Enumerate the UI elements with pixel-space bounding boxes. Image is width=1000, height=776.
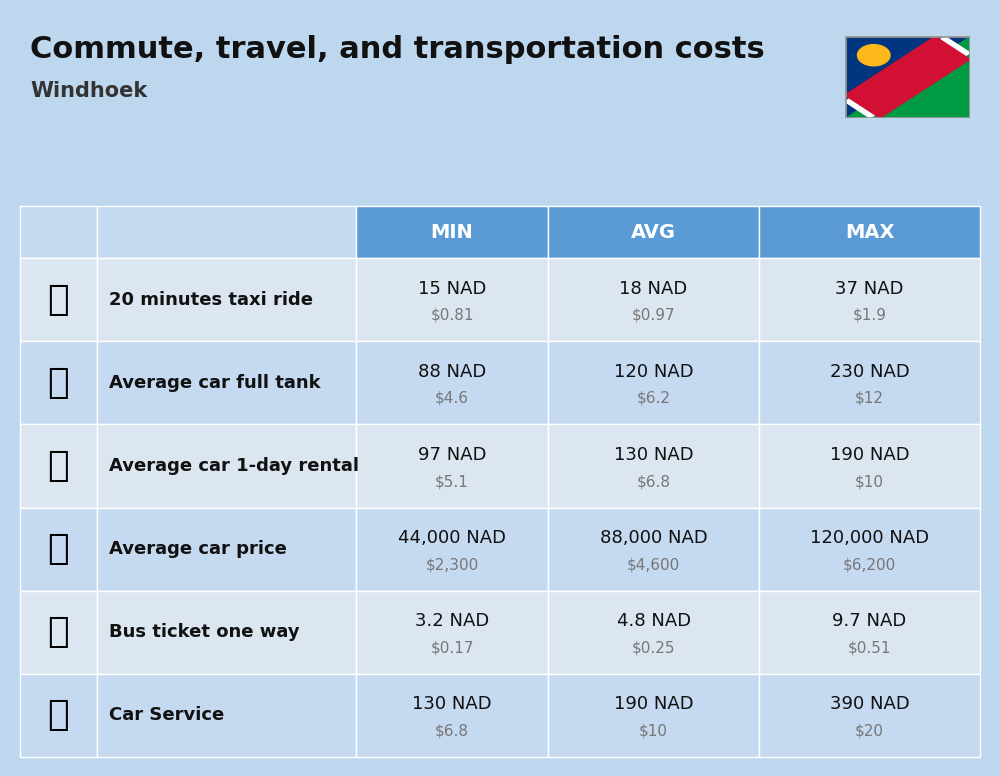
Text: $4.6: $4.6 (435, 391, 469, 406)
Text: $4,600: $4,600 (627, 557, 680, 572)
Text: 230 NAD: 230 NAD (830, 363, 909, 381)
Text: 🚗: 🚗 (48, 532, 69, 566)
Text: Average car price: Average car price (109, 540, 287, 558)
Text: 3.2 NAD: 3.2 NAD (415, 612, 489, 630)
Text: ⛽: ⛽ (48, 366, 69, 400)
Polygon shape (845, 36, 970, 118)
Text: $10: $10 (639, 723, 668, 738)
Text: $6.8: $6.8 (435, 723, 469, 738)
Text: $0.25: $0.25 (632, 640, 675, 655)
Text: Car Service: Car Service (109, 706, 224, 724)
Text: 🚌: 🚌 (48, 615, 69, 649)
Text: 88,000 NAD: 88,000 NAD (600, 529, 707, 547)
Text: $6.8: $6.8 (637, 474, 671, 489)
Text: Average car full tank: Average car full tank (109, 374, 320, 392)
Text: 44,000 NAD: 44,000 NAD (398, 529, 506, 547)
Text: 390 NAD: 390 NAD (830, 695, 909, 713)
Text: Commute, travel, and transportation costs: Commute, travel, and transportation cost… (30, 35, 765, 64)
Text: MIN: MIN (431, 223, 473, 241)
Text: 97 NAD: 97 NAD (418, 446, 486, 464)
Text: $1.9: $1.9 (853, 308, 887, 323)
Text: $6.2: $6.2 (637, 391, 671, 406)
Text: 18 NAD: 18 NAD (619, 280, 688, 298)
Text: MAX: MAX (845, 223, 894, 241)
Text: 15 NAD: 15 NAD (418, 280, 486, 298)
Text: Average car 1-day rental: Average car 1-day rental (109, 457, 359, 475)
Text: $20: $20 (855, 723, 884, 738)
Text: Bus ticket one way: Bus ticket one way (109, 623, 299, 641)
Text: 4.8 NAD: 4.8 NAD (617, 612, 691, 630)
Text: $0.51: $0.51 (848, 640, 891, 655)
Text: 🚕: 🚕 (48, 283, 69, 317)
Text: $5.1: $5.1 (435, 474, 469, 489)
Text: $0.97: $0.97 (632, 308, 675, 323)
Text: 120,000 NAD: 120,000 NAD (810, 529, 929, 547)
Text: 9.7 NAD: 9.7 NAD (832, 612, 907, 630)
Circle shape (858, 44, 890, 66)
Text: $0.17: $0.17 (430, 640, 474, 655)
Text: 190 NAD: 190 NAD (830, 446, 909, 464)
Text: AVG: AVG (631, 223, 676, 241)
Text: 120 NAD: 120 NAD (614, 363, 693, 381)
Text: 20 minutes taxi ride: 20 minutes taxi ride (109, 291, 313, 309)
Polygon shape (845, 36, 970, 118)
Polygon shape (845, 36, 970, 118)
Text: 130 NAD: 130 NAD (614, 446, 693, 464)
Text: $10: $10 (855, 474, 884, 489)
Text: 🚙: 🚙 (48, 449, 69, 483)
Text: $2,300: $2,300 (425, 557, 479, 572)
Text: 37 NAD: 37 NAD (835, 280, 904, 298)
Text: 190 NAD: 190 NAD (614, 695, 693, 713)
Text: $12: $12 (855, 391, 884, 406)
Text: Windhoek: Windhoek (30, 81, 147, 102)
Polygon shape (845, 36, 970, 118)
Text: $6,200: $6,200 (843, 557, 896, 572)
Text: 130 NAD: 130 NAD (412, 695, 492, 713)
Text: $0.81: $0.81 (430, 308, 474, 323)
Text: 🔧: 🔧 (48, 698, 69, 732)
Text: 88 NAD: 88 NAD (418, 363, 486, 381)
